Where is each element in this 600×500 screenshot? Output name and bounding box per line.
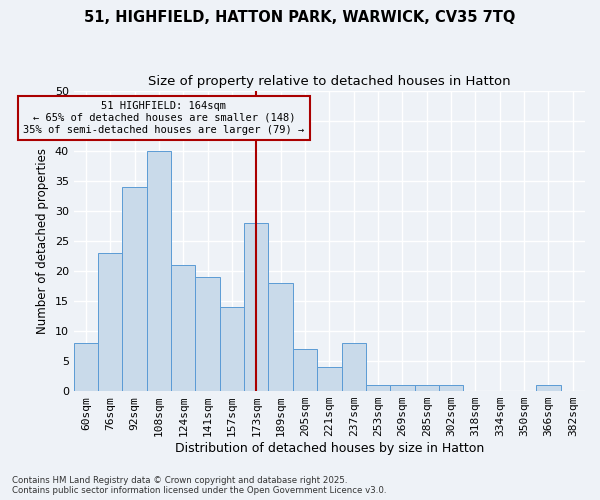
Bar — [293, 349, 317, 391]
Y-axis label: Number of detached properties: Number of detached properties — [36, 148, 49, 334]
Bar — [171, 265, 196, 391]
Text: 51 HIGHFIELD: 164sqm
← 65% of detached houses are smaller (148)
35% of semi-deta: 51 HIGHFIELD: 164sqm ← 65% of detached h… — [23, 102, 304, 134]
Bar — [147, 150, 171, 391]
Bar — [366, 385, 390, 391]
X-axis label: Distribution of detached houses by size in Hatton: Distribution of detached houses by size … — [175, 442, 484, 455]
Bar — [390, 385, 415, 391]
Bar — [244, 223, 268, 391]
Bar — [74, 343, 98, 391]
Bar — [122, 186, 147, 391]
Bar — [317, 367, 341, 391]
Text: 51, HIGHFIELD, HATTON PARK, WARWICK, CV35 7TQ: 51, HIGHFIELD, HATTON PARK, WARWICK, CV3… — [85, 10, 515, 25]
Bar — [415, 385, 439, 391]
Bar — [268, 283, 293, 391]
Bar — [341, 343, 366, 391]
Text: Contains HM Land Registry data © Crown copyright and database right 2025.
Contai: Contains HM Land Registry data © Crown c… — [12, 476, 386, 495]
Bar — [220, 307, 244, 391]
Title: Size of property relative to detached houses in Hatton: Size of property relative to detached ho… — [148, 75, 511, 88]
Bar — [98, 253, 122, 391]
Bar — [536, 385, 560, 391]
Bar — [439, 385, 463, 391]
Bar — [196, 277, 220, 391]
